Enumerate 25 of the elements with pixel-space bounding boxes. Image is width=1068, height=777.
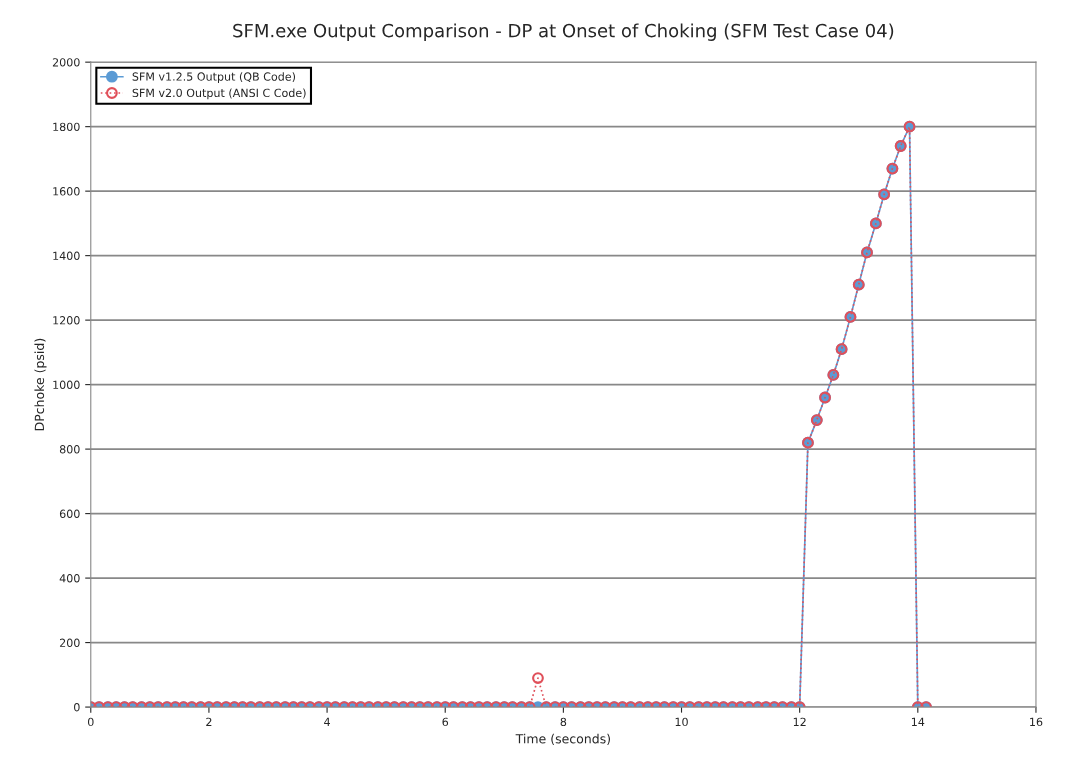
y-tick-label: 800: [59, 445, 80, 454]
x-tick-label: 0: [87, 717, 94, 727]
y-tick-label: 0: [74, 703, 80, 712]
y-tick-label: 2000: [52, 58, 80, 67]
y-tick-label: 1400: [53, 251, 80, 261]
x-tick-label: 6: [442, 717, 449, 727]
y-tick-label: 200: [59, 638, 80, 647]
x-tick-label: 14: [911, 717, 925, 726]
y-tick-label: 1600: [53, 187, 80, 196]
x-tick-label: 16: [1030, 717, 1043, 727]
x-tick-label: 4: [324, 717, 330, 726]
y-tick-label: 1000: [53, 380, 80, 389]
x-tick-label: 12: [793, 717, 806, 726]
y-tick-label: 600: [59, 509, 80, 518]
x-tick-label: 8: [560, 717, 567, 727]
x-tick-label: 10: [675, 717, 688, 727]
y-tick-label: 1200: [53, 316, 80, 325]
x-tick-label: 2: [206, 717, 212, 726]
y-tick-label: 400: [59, 574, 80, 583]
y-tick-label: 1800: [53, 122, 80, 132]
legend-label: SFM v2.0 Output (ANSI C Code): [132, 88, 306, 100]
chart-title: SFM.exe Output Comparison - DP at Onset of Choking (SFM Test Case 04): [233, 23, 894, 41]
y-axis-title: DPchoke (psid): [34, 338, 47, 431]
x-axis-title: Time (seconds): [515, 733, 610, 745]
legend-label: SFM v1.2.5 Output (QB Code): [132, 72, 296, 83]
